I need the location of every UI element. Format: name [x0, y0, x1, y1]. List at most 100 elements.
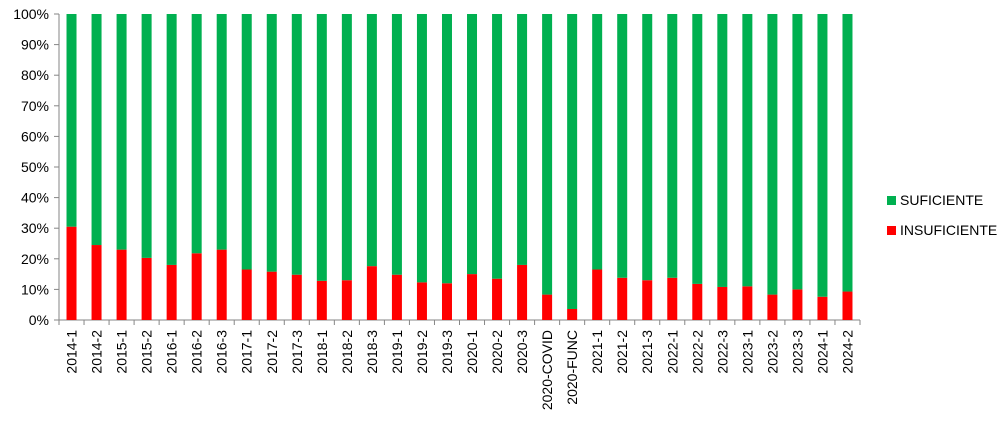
- x-tick-label: 2020-2: [489, 330, 505, 374]
- x-tick-label: 2017-3: [289, 330, 305, 374]
- x-tick-label: 2015-2: [139, 330, 155, 374]
- y-tick-label: 40%: [21, 190, 49, 206]
- y-tick-label: 20%: [21, 251, 49, 267]
- bar-insuficiente-2020-1: [467, 274, 478, 320]
- x-tick-label: 2020-3: [514, 330, 530, 374]
- bar-suficiente-2021-1: [592, 14, 603, 270]
- bar-suficiente-2018-3: [366, 14, 377, 267]
- y-tick-label: 60%: [21, 128, 49, 144]
- bar-insuficiente-2017-3: [291, 274, 302, 320]
- bar-suficiente-2024-2: [842, 14, 853, 292]
- bar-suficiente-2016-2: [191, 14, 202, 254]
- y-tick-label: 50%: [21, 159, 49, 175]
- legend-swatch-suficiente: [887, 196, 896, 205]
- bar-suficiente-2014-1: [66, 14, 77, 227]
- bar-suficiente-2024-1: [817, 14, 828, 297]
- bar-suficiente-2020-func: [567, 14, 578, 309]
- bar-insuficiente-2023-3: [792, 289, 803, 320]
- legend-swatch-insuficiente: [887, 226, 896, 235]
- bar-suficiente-2020-covid: [542, 14, 553, 295]
- bar-insuficiente-2020-3: [517, 264, 528, 320]
- bar-insuficiente-2021-1: [592, 269, 603, 320]
- legend-label-suficiente: SUFICIENTE: [900, 192, 983, 208]
- bar-suficiente-2021-2: [617, 14, 628, 278]
- bar-insuficiente-2023-1: [742, 286, 753, 320]
- x-tick-label: 2020-1: [464, 330, 480, 374]
- bar-insuficiente-2016-1: [166, 264, 177, 320]
- bar-insuficiente-2021-3: [642, 280, 653, 320]
- bar-suficiente-2022-2: [692, 14, 703, 284]
- bar-suficiente-2015-2: [141, 14, 152, 258]
- bar-suficiente-2023-1: [742, 14, 753, 287]
- y-tick-label: 30%: [21, 220, 49, 236]
- bar-suficiente-2019-1: [391, 14, 402, 275]
- y-tick-label: 10%: [21, 281, 49, 297]
- y-tick-label: 80%: [21, 67, 49, 83]
- y-tick-label: 70%: [21, 98, 49, 114]
- bar-insuficiente-2015-2: [141, 257, 152, 320]
- x-tick-label: 2018-2: [339, 330, 355, 374]
- x-tick-label: 2017-1: [239, 330, 255, 374]
- bar-suficiente-2018-1: [316, 14, 327, 281]
- x-tick-label: 2020-FUNC: [564, 330, 580, 405]
- bar-suficiente-2017-2: [266, 14, 277, 272]
- bar-insuficiente-2018-2: [341, 280, 352, 320]
- y-tick-label: 100%: [13, 6, 49, 22]
- bar-insuficiente-2016-2: [191, 253, 202, 320]
- x-tick-label: 2016-3: [214, 330, 230, 374]
- bar-suficiente-2023-3: [792, 14, 803, 290]
- x-tick-label: 2023-3: [789, 330, 805, 374]
- x-tick-label: 2015-1: [114, 330, 130, 374]
- y-tick-label: 0%: [29, 312, 49, 328]
- bar-suficiente-2019-2: [416, 14, 427, 283]
- x-tick-label: 2019-3: [439, 330, 455, 374]
- x-tick-label: 2018-1: [314, 330, 330, 374]
- bar-insuficiente-2019-3: [441, 283, 452, 320]
- bar-insuficiente-2014-1: [66, 226, 77, 320]
- bar-suficiente-2016-3: [216, 14, 227, 250]
- bar-suficiente-2016-1: [166, 14, 177, 265]
- x-tick-label: 2022-3: [714, 330, 730, 374]
- bar-suficiente-2015-1: [116, 14, 127, 250]
- bar-insuficiente-2017-2: [266, 271, 277, 320]
- y-tick-label: 90%: [21, 37, 49, 53]
- bar-suficiente-2022-3: [717, 14, 728, 287]
- bar-suficiente-2020-3: [517, 14, 528, 265]
- bar-insuficiente-2017-1: [241, 269, 252, 320]
- bar-suficiente-2023-2: [767, 14, 778, 295]
- bar-insuficiente-2024-1: [817, 296, 828, 320]
- legend-label-insuficiente: INSUFICIENTE: [900, 222, 997, 238]
- bar-insuficiente-2022-2: [692, 283, 703, 320]
- bar-insuficiente-2018-1: [316, 280, 327, 320]
- x-tick-label: 2019-2: [414, 330, 430, 374]
- x-tick-label: 2014-2: [89, 330, 105, 374]
- bar-insuficiente-2014-2: [91, 245, 102, 320]
- x-tick-label: 2021-3: [639, 330, 655, 374]
- x-tick-label: 2022-2: [689, 330, 705, 374]
- bar-insuficiente-2019-1: [391, 274, 402, 320]
- bar-insuficiente-2022-3: [717, 286, 728, 320]
- bar-insuficiente-2018-3: [366, 266, 377, 320]
- x-tick-label: 2016-1: [164, 330, 180, 374]
- bar-suficiente-2014-2: [91, 14, 102, 246]
- bar-insuficiente-2015-1: [116, 249, 127, 320]
- x-tick-label: 2019-1: [389, 330, 405, 374]
- bar-suficiente-2019-3: [441, 14, 452, 284]
- bar-insuficiente-2020-covid: [542, 294, 553, 320]
- bar-insuficiente-2022-1: [667, 277, 678, 320]
- x-tick-label: 2021-2: [614, 330, 630, 374]
- x-tick-label: 2023-1: [739, 330, 755, 374]
- bar-insuficiente-2019-2: [416, 282, 427, 320]
- x-tick-label: 2022-1: [664, 330, 680, 374]
- bar-insuficiente-2020-func: [567, 308, 578, 320]
- bar-suficiente-2020-2: [492, 14, 503, 279]
- x-tick-label: 2024-1: [814, 330, 830, 374]
- bar-suficiente-2017-3: [291, 14, 302, 275]
- x-tick-label: 2023-2: [764, 330, 780, 374]
- x-tick-label: 2021-1: [589, 330, 605, 374]
- bar-insuficiente-2024-2: [842, 291, 853, 320]
- x-tick-label: 2014-1: [64, 330, 80, 374]
- bar-suficiente-2018-2: [341, 14, 352, 281]
